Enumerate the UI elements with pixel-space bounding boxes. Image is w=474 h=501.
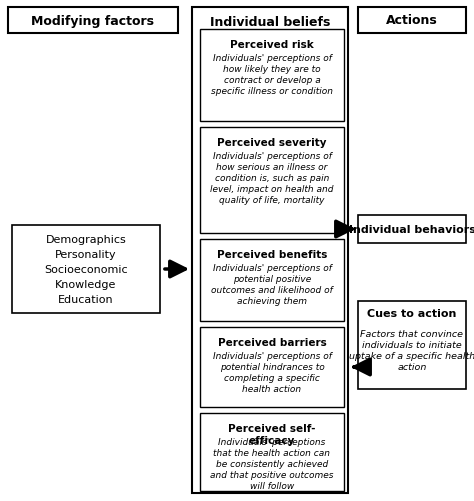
Text: Individuals' perceptions of
how likely they are to
contract or develop a
specifi: Individuals' perceptions of how likely t… [211, 54, 333, 96]
Bar [200, 327, 344, 407]
Text: Perceived barriers: Perceived barriers [218, 337, 327, 347]
Text: Demographics
Personality
Socioeconomic
Knowledge
Education: Demographics Personality Socioeconomic K… [44, 235, 128, 304]
Text: Cues to action: Cues to action [367, 309, 456, 318]
Bar [200, 30, 344, 122]
Text: Factors that convince
individuals to initiate
uptake of a specific health
action: Factors that convince individuals to ini… [349, 329, 474, 372]
Bar [358, 215, 466, 243]
Text: Actions: Actions [386, 15, 438, 28]
Bar [358, 8, 466, 34]
Text: Perceived benefits: Perceived benefits [217, 249, 327, 260]
Text: Modifying factors: Modifying factors [31, 15, 155, 28]
Text: Perceived self-
efficacy: Perceived self- efficacy [228, 423, 316, 445]
Text: Individuals' perceptions
that the health action can
be consistently achieved
and: Individuals' perceptions that the health… [210, 437, 334, 490]
Text: Individuals' perceptions of
potential positive
outcomes and likelihood of
achiev: Individuals' perceptions of potential po… [211, 264, 333, 306]
Bar [8, 8, 178, 34]
Text: Perceived risk: Perceived risk [230, 40, 314, 50]
Bar [200, 239, 344, 321]
Bar [358, 302, 466, 389]
Bar [200, 128, 344, 233]
Text: Perceived severity: Perceived severity [217, 138, 327, 148]
Text: Individuals' perceptions of
potential hindrances to
completing a specific
health: Individuals' perceptions of potential hi… [212, 351, 331, 393]
Bar [200, 413, 344, 491]
Bar [192, 8, 348, 493]
Text: Individuals' perceptions of
how serious an illness or
condition is, such as pain: Individuals' perceptions of how serious … [210, 152, 334, 205]
Text: Individual beliefs: Individual beliefs [210, 16, 330, 29]
Bar [12, 225, 160, 313]
Text: Individual behaviors: Individual behaviors [348, 224, 474, 234]
